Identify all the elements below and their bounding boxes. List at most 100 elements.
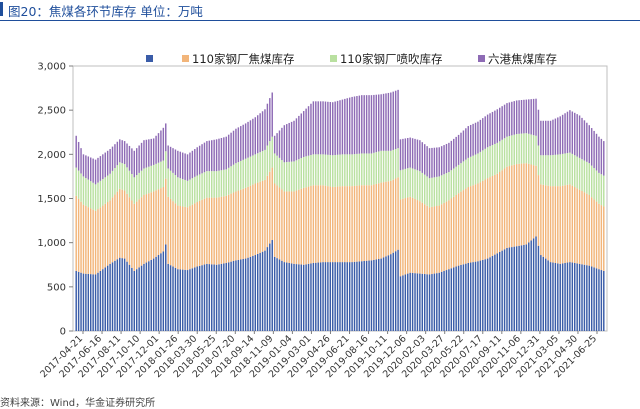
bar-0-175 (499, 251, 501, 331)
bar-3-135 (402, 138, 404, 170)
bar-0-127 (382, 257, 385, 331)
bar-1-129 (387, 181, 390, 256)
bar-1-176 (501, 170, 503, 251)
bar-3-140 (414, 138, 416, 170)
bar-2-86 (283, 162, 286, 192)
bar-2-171 (489, 146, 491, 178)
bar-2-47 (189, 179, 191, 207)
bar-1-10 (99, 207, 102, 271)
bar-0-120 (365, 260, 368, 331)
bar-0-216 (598, 269, 600, 331)
bar-1-79 (266, 175, 269, 248)
bar-3-5 (87, 156, 90, 180)
bar-0-102 (322, 262, 324, 331)
legend-swatch-1 (182, 55, 189, 62)
bar-3-163 (469, 124, 472, 157)
bar-3-9 (97, 157, 99, 183)
bar-1-86 (283, 191, 286, 263)
bar-0-134 (399, 276, 402, 331)
bar-1-40 (172, 201, 174, 267)
bar-3-83 (276, 133, 278, 156)
bar-1-153 (445, 201, 448, 271)
bar-1-126 (380, 182, 382, 259)
bar-1-203 (566, 184, 569, 263)
bar-1-140 (414, 198, 416, 274)
bar-1-182 (515, 164, 518, 247)
bar-1-167 (479, 182, 482, 261)
bar-0-198 (554, 262, 557, 331)
bar-0-186 (525, 244, 528, 331)
bar-2-34 (157, 162, 160, 190)
bar-0-113 (348, 262, 351, 331)
bar-1-205 (571, 185, 574, 263)
bar-1-63 (227, 194, 230, 263)
bar-3-216 (598, 136, 600, 173)
bar-0-130 (390, 254, 392, 331)
bar-2-11 (102, 179, 104, 206)
bar-2-87 (286, 162, 288, 192)
bar-1-130 (390, 180, 392, 255)
bar-0-73 (252, 255, 254, 331)
bar-3-217 (600, 138, 603, 175)
legend-label-3: 六港焦煤库存 (488, 52, 557, 66)
bar-2-39 (169, 170, 172, 199)
bar-0-121 (368, 260, 370, 331)
bar-1-142 (419, 201, 421, 274)
bar-2-83 (276, 155, 278, 186)
bar-0-85 (281, 260, 283, 331)
bar-1-187 (528, 163, 530, 243)
bar-0-24 (133, 270, 136, 331)
bar-3-52 (201, 144, 203, 174)
bar-0-139 (411, 272, 414, 331)
bar-1-212 (588, 194, 590, 266)
bar-3-177 (503, 104, 506, 139)
bar-0-146 (428, 274, 431, 331)
bar-0-97 (310, 263, 312, 331)
bar-2-192 (540, 155, 542, 185)
bar-0-174 (496, 253, 499, 331)
bar-1-28 (143, 194, 145, 264)
bar-1-197 (552, 186, 554, 263)
bar-1-208 (578, 189, 581, 264)
bar-0-147 (431, 274, 433, 331)
bar-1-152 (443, 202, 445, 271)
bar-1-51 (198, 200, 201, 266)
bar-1-143 (421, 202, 424, 274)
chart-title: 图20：焦煤各环节库存 单位：万吨 (8, 4, 203, 19)
bar-2-123 (373, 152, 375, 185)
bar-1-216 (598, 203, 600, 270)
bar-1-29 (145, 194, 148, 263)
bar-3-187 (528, 99, 530, 134)
bar-3-172 (491, 111, 494, 146)
bar-0-133 (397, 249, 399, 331)
bar-2-97 (310, 155, 312, 186)
bar-0-142 (419, 273, 421, 331)
bar-2-95 (305, 156, 307, 188)
bar-2-12 (104, 177, 106, 204)
bar-3-76 (259, 113, 261, 153)
bar-0-151 (440, 271, 443, 331)
bar-0-173 (494, 254, 496, 331)
bar-3-62 (225, 136, 227, 170)
bar-3-178 (506, 103, 508, 137)
bar-3-61 (223, 137, 225, 170)
bar-0-34 (157, 255, 160, 331)
bar-0-159 (460, 264, 462, 331)
bar-0-171 (489, 257, 491, 331)
bar-0-56 (211, 264, 213, 331)
bar-0-131 (392, 252, 394, 331)
bar-1-5 (87, 207, 90, 274)
bar-3-30 (148, 139, 150, 167)
bar-2-104 (327, 154, 329, 187)
bar-2-165 (474, 154, 477, 185)
bar-1-70 (244, 187, 247, 259)
bar-1-163 (469, 186, 472, 263)
bar-1-72 (249, 185, 252, 257)
bar-1-162 (467, 187, 469, 263)
bar-1-213 (590, 197, 593, 267)
bar-0-170 (486, 258, 489, 331)
bar-2-74 (254, 154, 257, 184)
bar-3-73 (252, 118, 254, 156)
bar-0-114 (351, 262, 353, 331)
bar-1-217 (600, 205, 603, 271)
